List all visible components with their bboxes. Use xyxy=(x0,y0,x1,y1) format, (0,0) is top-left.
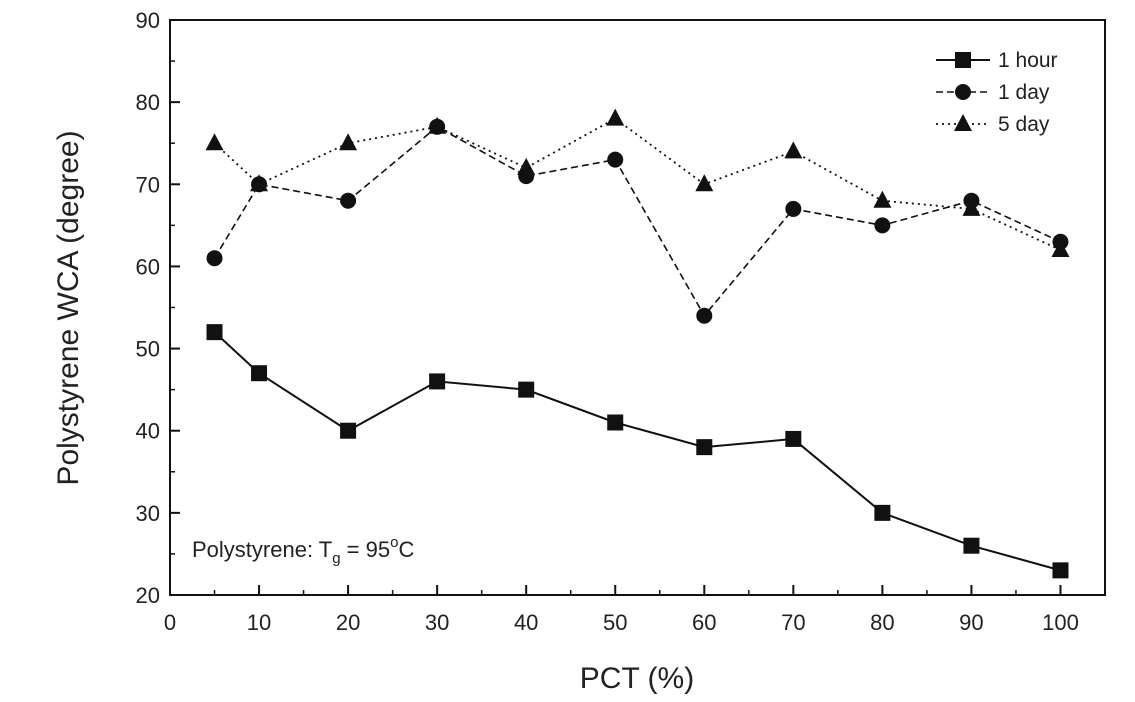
series-markers xyxy=(205,108,1070,579)
y-tick-label: 40 xyxy=(136,419,160,444)
legend-marker-1-hour xyxy=(955,52,971,68)
y-tick-label: 30 xyxy=(136,501,160,526)
data-point-1-hour xyxy=(518,381,535,398)
x-tick-label: 30 xyxy=(425,610,449,635)
series-line-1-day xyxy=(213,125,1061,318)
series-lines xyxy=(213,117,1061,572)
data-point-5-day xyxy=(517,157,536,175)
legend-marker-1-day xyxy=(955,84,971,100)
data-point-1-hour xyxy=(785,430,802,447)
plot-frame xyxy=(169,19,1106,596)
data-point-5-day xyxy=(695,174,714,192)
x-tick-label: 80 xyxy=(870,610,894,635)
y-axis-title: Polystyrene WCA (degree) xyxy=(52,130,85,485)
data-point-1-day xyxy=(340,192,357,209)
data-point-1-hour xyxy=(340,422,357,439)
legend: 1 hour 1 day 5 day xyxy=(936,49,1058,136)
x-tick-label: 90 xyxy=(959,610,983,635)
x-tick-label: 60 xyxy=(692,610,716,635)
data-point-1-hour xyxy=(206,324,223,341)
data-point-1-hour xyxy=(251,365,268,382)
data-point-1-day xyxy=(696,307,713,324)
x-tick-label: 20 xyxy=(336,610,360,635)
y-tick-label: 50 xyxy=(136,337,160,362)
legend-marker-5-day xyxy=(954,114,972,131)
data-point-5-day xyxy=(250,174,269,192)
data-point-5-day xyxy=(339,133,358,151)
data-point-5-day xyxy=(205,133,224,151)
legend-label-1-day: 1 day xyxy=(998,81,1050,104)
data-point-5-day xyxy=(1051,240,1070,257)
data-point-1-hour xyxy=(696,439,713,456)
y-tick-label: 90 xyxy=(136,8,160,33)
data-point-1-day xyxy=(874,217,891,234)
data-point-5-day xyxy=(784,141,803,159)
y-tick-label: 20 xyxy=(136,583,160,608)
axis-ticks: 0 10 20 30 40 50 60 70 80 90 100 20 30 40 50 60 70 80 90 xyxy=(136,8,1079,635)
data-point-1-hour xyxy=(1052,562,1069,579)
x-tick-label: 10 xyxy=(247,610,271,635)
data-point-1-day xyxy=(785,200,802,217)
data-point-1-hour xyxy=(607,414,624,431)
data-point-5-day xyxy=(428,116,447,134)
x-tick-label: 70 xyxy=(781,610,805,635)
x-axis-title: PCT (%) xyxy=(580,662,694,695)
y-tick-label: 80 xyxy=(136,90,160,115)
y-tick-label: 70 xyxy=(136,172,160,197)
data-point-5-day xyxy=(873,190,892,208)
y-tick-label: 60 xyxy=(136,254,160,279)
annotation-tg: Polystyrene: Tg = 95oC xyxy=(192,534,414,567)
data-point-1-day xyxy=(206,250,223,267)
data-point-5-day xyxy=(606,108,625,126)
data-point-1-hour xyxy=(963,537,980,554)
series-line-1-hour xyxy=(213,331,1061,572)
data-point-1-day xyxy=(607,151,624,168)
data-point-5-day xyxy=(962,198,981,216)
data-point-1-hour xyxy=(874,504,891,521)
x-tick-label: 40 xyxy=(514,610,538,635)
series-line-5-day xyxy=(213,117,1061,251)
legend-label-1-hour: 1 hour xyxy=(998,49,1058,72)
x-tick-label: 100 xyxy=(1042,610,1079,635)
data-point-1-hour xyxy=(429,373,446,390)
x-tick-label: 0 xyxy=(164,610,176,635)
legend-label-5-day: 5 day xyxy=(998,113,1050,136)
x-tick-label: 50 xyxy=(603,610,627,635)
